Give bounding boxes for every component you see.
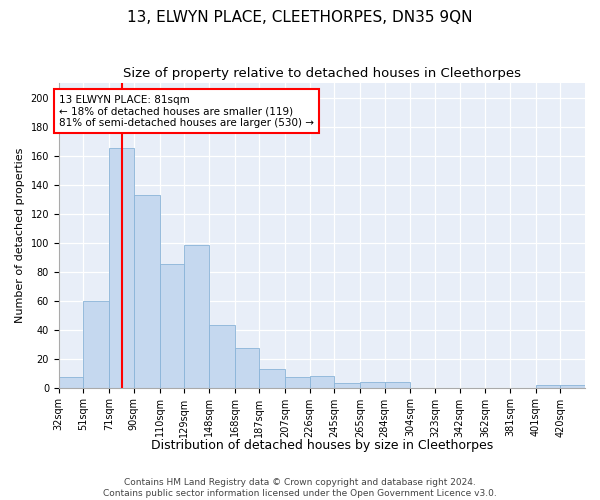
Bar <box>334 384 360 388</box>
Bar <box>259 369 285 388</box>
Bar <box>83 300 109 388</box>
Bar <box>360 382 385 388</box>
Bar <box>560 384 585 388</box>
Bar <box>160 264 184 388</box>
Text: Contains HM Land Registry data © Crown copyright and database right 2024.
Contai: Contains HM Land Registry data © Crown c… <box>103 478 497 498</box>
Bar <box>59 378 83 388</box>
Bar <box>109 148 134 388</box>
Bar <box>184 246 209 388</box>
Bar <box>310 376 334 388</box>
Text: 13 ELWYN PLACE: 81sqm
← 18% of detached houses are smaller (119)
81% of semi-det: 13 ELWYN PLACE: 81sqm ← 18% of detached … <box>59 94 314 128</box>
Bar <box>235 348 259 388</box>
Bar <box>385 382 410 388</box>
Bar <box>536 384 560 388</box>
Bar <box>285 378 310 388</box>
X-axis label: Distribution of detached houses by size in Cleethorpes: Distribution of detached houses by size … <box>151 440 493 452</box>
Y-axis label: Number of detached properties: Number of detached properties <box>15 148 25 323</box>
Text: 13, ELWYN PLACE, CLEETHORPES, DN35 9QN: 13, ELWYN PLACE, CLEETHORPES, DN35 9QN <box>127 10 473 25</box>
Title: Size of property relative to detached houses in Cleethorpes: Size of property relative to detached ho… <box>123 68 521 80</box>
Bar <box>134 194 160 388</box>
Bar <box>209 326 235 388</box>
